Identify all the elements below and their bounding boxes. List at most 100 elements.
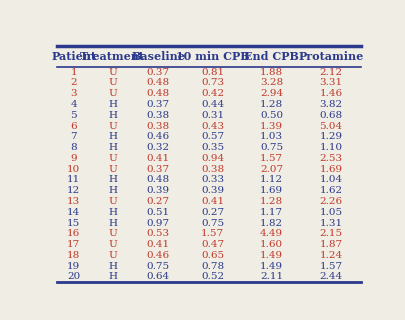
Text: 2: 2 [70,78,77,87]
Text: 2.12: 2.12 [320,68,343,76]
Text: 1: 1 [70,68,77,76]
Text: 0.39: 0.39 [201,186,224,195]
Text: 0.50: 0.50 [260,111,283,120]
Text: Protamine: Protamine [298,51,364,62]
Text: 0.68: 0.68 [320,111,343,120]
Text: U: U [109,89,117,98]
Text: U: U [109,229,117,238]
Text: 0.41: 0.41 [147,154,170,163]
Text: 0.53: 0.53 [147,229,170,238]
Text: 0.48: 0.48 [147,78,170,87]
Text: 0.37: 0.37 [147,165,170,174]
Text: 0.75: 0.75 [260,143,283,152]
Text: H: H [108,208,117,217]
Text: U: U [109,68,117,76]
Text: 0.31: 0.31 [201,111,224,120]
Text: End CPB: End CPB [244,51,299,62]
Text: H: H [108,272,117,282]
Text: 20: 20 [67,272,81,282]
Text: H: H [108,143,117,152]
Text: 1.12: 1.12 [260,175,283,184]
Text: Treatment: Treatment [80,51,145,62]
Text: 0.37: 0.37 [147,68,170,76]
Text: 0.46: 0.46 [147,132,170,141]
Text: 3.28: 3.28 [260,78,283,87]
Text: U: U [109,240,117,249]
Text: 1.39: 1.39 [260,122,283,131]
Text: 19: 19 [67,262,81,271]
Text: H: H [108,175,117,184]
Text: 0.41: 0.41 [147,240,170,249]
Text: 2.15: 2.15 [320,229,343,238]
Text: 1.28: 1.28 [260,100,283,109]
Text: 1.05: 1.05 [320,208,343,217]
Text: 0.47: 0.47 [201,240,224,249]
Text: U: U [109,78,117,87]
Text: 2.26: 2.26 [320,197,343,206]
Text: 0.51: 0.51 [147,208,170,217]
Text: H: H [108,111,117,120]
Text: Patient: Patient [51,51,96,62]
Text: 0.81: 0.81 [201,68,224,76]
Text: 0.73: 0.73 [201,78,224,87]
Text: 1.60: 1.60 [260,240,283,249]
Text: 1.49: 1.49 [260,262,283,271]
Text: 16: 16 [67,229,81,238]
Text: 0.78: 0.78 [201,262,224,271]
Text: 0.32: 0.32 [147,143,170,152]
Text: 1.04: 1.04 [320,175,343,184]
Text: 5: 5 [70,111,77,120]
Text: 1.17: 1.17 [260,208,283,217]
Text: 1.57: 1.57 [320,262,343,271]
Text: H: H [108,186,117,195]
Text: U: U [109,251,117,260]
Text: 0.97: 0.97 [147,219,170,228]
Text: 1.29: 1.29 [320,132,343,141]
Text: 2.07: 2.07 [260,165,283,174]
Text: 2.44: 2.44 [320,272,343,282]
Text: 12: 12 [67,186,81,195]
Text: 2.11: 2.11 [260,272,283,282]
Text: 6: 6 [70,122,77,131]
Text: 1.03: 1.03 [260,132,283,141]
Text: 10 min CPB: 10 min CPB [176,51,249,62]
Text: 0.39: 0.39 [147,186,170,195]
Text: H: H [108,219,117,228]
Text: 0.46: 0.46 [147,251,170,260]
Text: H: H [108,132,117,141]
Text: 0.44: 0.44 [201,100,224,109]
Text: 0.37: 0.37 [147,100,170,109]
Text: 1.88: 1.88 [260,68,283,76]
Text: 1.57: 1.57 [201,229,224,238]
Text: 1.62: 1.62 [320,186,343,195]
Text: 4: 4 [70,100,77,109]
Text: 0.94: 0.94 [201,154,224,163]
Text: 10: 10 [67,165,81,174]
Text: 0.33: 0.33 [201,175,224,184]
Text: 1.46: 1.46 [320,89,343,98]
Text: 4.49: 4.49 [260,229,283,238]
Text: 8: 8 [70,143,77,152]
Text: U: U [109,197,117,206]
Text: 0.38: 0.38 [147,122,170,131]
Text: 1.57: 1.57 [260,154,283,163]
Text: 0.42: 0.42 [201,89,224,98]
Text: 3.31: 3.31 [320,78,343,87]
Text: U: U [109,122,117,131]
Text: 1.31: 1.31 [320,219,343,228]
Text: 0.52: 0.52 [201,272,224,282]
Text: 1.24: 1.24 [320,251,343,260]
Text: 0.43: 0.43 [201,122,224,131]
Text: U: U [109,154,117,163]
Text: 0.75: 0.75 [201,219,224,228]
Text: 0.27: 0.27 [201,208,224,217]
Text: 0.38: 0.38 [147,111,170,120]
Text: 1.69: 1.69 [320,165,343,174]
Text: 0.64: 0.64 [147,272,170,282]
Text: 17: 17 [67,240,81,249]
Text: 0.27: 0.27 [147,197,170,206]
Text: 0.75: 0.75 [147,262,170,271]
Text: 1.10: 1.10 [320,143,343,152]
Text: 2.53: 2.53 [320,154,343,163]
Text: U: U [109,165,117,174]
